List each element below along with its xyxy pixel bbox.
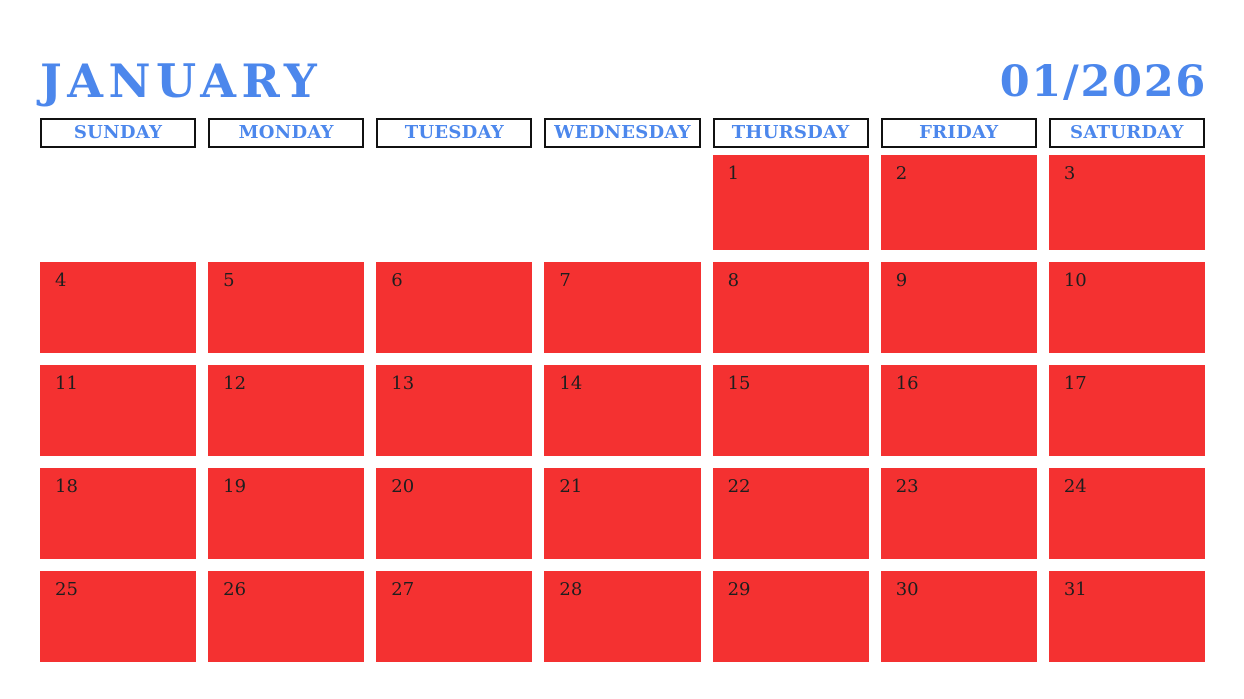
day-cell-18: 18 (40, 468, 197, 559)
day-cell-19: 19 (208, 468, 365, 559)
day-number: 18 (55, 476, 78, 497)
day-cell-1: 1 (712, 155, 869, 250)
day-cell-14: 14 (544, 365, 701, 456)
day-number: 20 (391, 476, 415, 497)
day-cell-11: 11 (40, 365, 197, 456)
day-cell-5: 5 (208, 262, 365, 353)
day-number: 19 (223, 476, 247, 497)
day-number: 1 (727, 163, 740, 184)
day-cell-26: 26 (208, 571, 365, 662)
day-cell-20: 20 (376, 468, 533, 559)
weekday-header-friday: FRIDAY (880, 118, 1037, 148)
day-cell-2: 2 (880, 155, 1037, 250)
day-number: 24 (1063, 476, 1087, 497)
day-number: 28 (559, 579, 583, 600)
weekday-header-sunday: SUNDAY (40, 118, 197, 148)
month-year-label: 01/2026 (999, 57, 1207, 107)
day-number: 26 (223, 579, 247, 600)
day-cell-15: 15 (712, 365, 869, 456)
day-cell-22: 22 (712, 468, 869, 559)
day-number: 15 (727, 373, 751, 394)
day-cell-8: 8 (712, 262, 869, 353)
day-cell-4: 4 (40, 262, 197, 353)
day-cell-28: 28 (544, 571, 701, 662)
day-number: 29 (727, 579, 751, 600)
day-number: 11 (55, 373, 78, 394)
day-cell-25: 25 (40, 571, 197, 662)
weekday-header-thursday: THURSDAY (712, 118, 869, 148)
day-number: 12 (223, 373, 247, 394)
weekday-header-monday: MONDAY (208, 118, 365, 148)
day-number: 30 (895, 579, 919, 600)
day-number: 5 (223, 270, 235, 291)
day-cell-23: 23 (880, 468, 1037, 559)
day-cell-29: 29 (712, 571, 869, 662)
day-number: 7 (559, 270, 571, 291)
day-number: 17 (1063, 373, 1087, 394)
day-number: 8 (727, 270, 740, 291)
day-number: 2 (895, 163, 908, 184)
day-number: 14 (559, 373, 583, 394)
weekday-header-tuesday: TUESDAY (376, 118, 533, 148)
empty-cell (40, 155, 196, 250)
day-cell-24: 24 (1048, 468, 1205, 559)
weekday-header-wednesday: WEDNESDAY (544, 118, 701, 148)
day-number: 27 (391, 579, 415, 600)
empty-cell (376, 155, 532, 250)
day-number: 31 (1063, 579, 1087, 600)
weekday-header-saturday: SATURDAY (1048, 118, 1205, 148)
day-number: 22 (727, 476, 751, 497)
day-cell-10: 10 (1048, 262, 1205, 353)
day-number: 10 (1063, 270, 1087, 291)
day-cell-27: 27 (376, 571, 533, 662)
day-cell-17: 17 (1048, 365, 1205, 456)
day-cell-16: 16 (880, 365, 1037, 456)
day-cell-12: 12 (208, 365, 365, 456)
day-number: 13 (391, 373, 415, 394)
day-number: 25 (55, 579, 78, 600)
calendar-grid: 1 2 3 4 5 6 7 8 9 10 11 12 13 14 15 16 17 18 19 20 21 22 23 24 2… (40, 155, 1205, 662)
day-number: 3 (1063, 163, 1076, 184)
calendar-header: JANUARY 01/2026 (0, 0, 1244, 118)
day-cell-31: 31 (1048, 571, 1205, 662)
day-cell-21: 21 (544, 468, 701, 559)
empty-cell (208, 155, 364, 250)
day-number: 4 (55, 270, 67, 291)
weekday-header-row: SUNDAY MONDAY TUESDAY WEDNESDAY THURSDAY FRID… (40, 118, 1205, 148)
day-cell-9: 9 (880, 262, 1037, 353)
day-number: 21 (559, 476, 583, 497)
day-number: 6 (391, 270, 403, 291)
day-number: 23 (895, 476, 919, 497)
month-title: JANUARY (40, 54, 323, 108)
day-number: 9 (895, 270, 908, 291)
day-cell-7: 7 (544, 262, 701, 353)
day-number: 16 (895, 373, 919, 394)
day-cell-3: 3 (1048, 155, 1205, 250)
day-cell-6: 6 (376, 262, 533, 353)
day-cell-30: 30 (880, 571, 1037, 662)
day-cell-13: 13 (376, 365, 533, 456)
empty-cell (544, 155, 700, 250)
